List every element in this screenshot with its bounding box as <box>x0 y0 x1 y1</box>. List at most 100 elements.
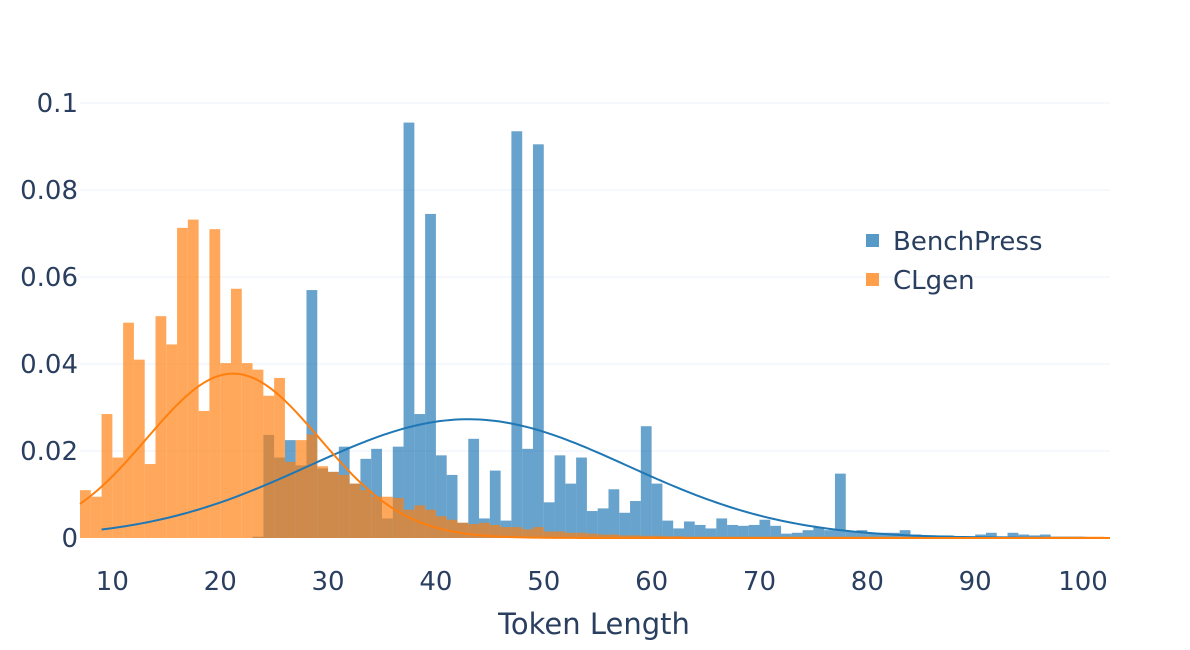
histogram-bar[interactable] <box>414 414 426 538</box>
histogram-bar[interactable] <box>543 502 555 538</box>
histogram-bar[interactable] <box>468 524 480 538</box>
histogram-bar[interactable] <box>392 446 404 538</box>
histogram-bar[interactable] <box>230 288 242 538</box>
histogram-bar[interactable] <box>522 448 533 538</box>
histogram-bar[interactable] <box>381 496 393 538</box>
histogram-bar[interactable] <box>619 512 631 538</box>
histogram-bar[interactable] <box>1007 532 1019 538</box>
histogram-bar[interactable] <box>781 533 792 538</box>
histogram-bar[interactable] <box>392 497 404 538</box>
histogram-bar[interactable] <box>133 359 145 538</box>
histogram-bar[interactable] <box>673 528 684 538</box>
histogram-bar[interactable] <box>662 520 674 538</box>
histogram-bar[interactable] <box>511 131 523 538</box>
histogram-bar[interactable] <box>123 322 134 538</box>
histogram-bar[interactable] <box>90 496 102 538</box>
histogram-bar[interactable] <box>630 501 641 538</box>
histogram-bar[interactable] <box>683 521 695 538</box>
histogram-bar[interactable] <box>705 528 717 538</box>
histogram-bar[interactable] <box>198 410 210 538</box>
histogram-bar[interactable] <box>651 535 663 538</box>
histogram-bar[interactable] <box>425 509 436 538</box>
histogram-bar[interactable] <box>586 533 598 538</box>
histogram-bar[interactable] <box>349 483 361 538</box>
histogram-bar[interactable] <box>597 508 609 538</box>
histogram-bar[interactable] <box>306 290 318 538</box>
histogram-bar[interactable] <box>328 471 339 538</box>
histogram-bar[interactable] <box>306 434 318 538</box>
histogram-bar[interactable] <box>1018 534 1030 538</box>
histogram-bar[interactable] <box>435 455 447 538</box>
histogram-bar[interactable] <box>532 144 544 538</box>
histogram-bar[interactable] <box>371 448 382 538</box>
histogram-bar[interactable] <box>274 377 285 538</box>
histogram-bar[interactable] <box>500 527 512 538</box>
histogram-bar[interactable] <box>737 525 749 538</box>
histogram-bar[interactable] <box>187 219 199 538</box>
histogram-bar[interactable] <box>209 229 221 538</box>
histogram-bar[interactable] <box>80 490 91 538</box>
histogram-bar[interactable] <box>824 530 835 538</box>
histogram-bar[interactable] <box>565 532 577 538</box>
histogram-bar[interactable] <box>220 363 231 538</box>
histogram-bar[interactable] <box>425 213 436 539</box>
histogram-bar[interactable] <box>155 316 167 538</box>
histogram-bar[interactable] <box>284 461 296 538</box>
histogram-bar[interactable] <box>856 530 868 538</box>
histogram-bar[interactable] <box>522 529 533 538</box>
histogram-bar[interactable] <box>791 532 803 538</box>
legend-item-clgen[interactable]: CLgen <box>866 266 975 296</box>
histogram-bar[interactable] <box>263 395 275 538</box>
histogram-bar[interactable] <box>554 455 566 538</box>
histogram-bar[interactable] <box>576 457 587 538</box>
legend[interactable]: BenchPress CLgen <box>866 227 1043 296</box>
histogram-bar[interactable] <box>640 426 652 538</box>
histogram-bar[interactable] <box>457 522 469 538</box>
histogram-bar[interactable] <box>899 530 911 538</box>
histogram-bar[interactable] <box>543 531 555 538</box>
histogram-bar[interactable] <box>403 122 415 538</box>
histogram-bar[interactable] <box>403 509 415 538</box>
histogram-bar[interactable] <box>845 531 857 538</box>
histogram-bar[interactable] <box>295 440 307 538</box>
histogram-bar[interactable] <box>651 483 663 538</box>
histogram-bar[interactable] <box>597 534 609 538</box>
histogram-bar[interactable] <box>802 530 814 538</box>
histogram-bar[interactable] <box>867 532 879 538</box>
histogram-bar[interactable] <box>241 363 253 538</box>
histogram-bar[interactable] <box>640 535 652 538</box>
histogram-bar[interactable] <box>619 535 631 538</box>
histogram-bar[interactable] <box>1039 534 1051 538</box>
histogram-bar[interactable] <box>813 527 825 538</box>
histogram-bar[interactable] <box>608 489 620 538</box>
legend-item-benchpress[interactable]: BenchPress <box>866 227 1043 257</box>
histogram-bar[interactable] <box>975 534 986 538</box>
histogram-bar[interactable] <box>532 527 544 538</box>
histogram-bar[interactable] <box>511 527 523 538</box>
histogram-bar[interactable] <box>586 511 598 538</box>
histogram-bar[interactable] <box>770 525 782 538</box>
histogram-bar[interactable] <box>748 524 760 538</box>
histogram-bar[interactable] <box>144 464 156 538</box>
histogram-bar[interactable] <box>608 534 620 538</box>
histogram-bar[interactable] <box>694 524 706 538</box>
histogram-bar[interactable] <box>435 516 447 538</box>
histogram-bar[interactable] <box>479 522 490 538</box>
histogram-bar[interactable] <box>834 473 846 538</box>
histogram-bar[interactable] <box>489 524 501 538</box>
histogram-bar[interactable] <box>338 474 350 538</box>
histogram-bar[interactable] <box>759 519 771 538</box>
histogram-bar[interactable] <box>360 490 372 538</box>
histogram-bar[interactable] <box>166 344 178 538</box>
histogram-bar[interactable] <box>446 519 458 538</box>
histogram-bar[interactable] <box>468 438 480 538</box>
histogram-bar[interactable] <box>630 535 641 538</box>
histogram-bar[interactable] <box>985 532 997 538</box>
histogram-bar[interactable] <box>878 532 889 538</box>
histogram-bar[interactable] <box>177 227 188 538</box>
histogram-bar[interactable] <box>489 470 501 538</box>
histogram-bar[interactable] <box>716 518 728 538</box>
histogram-bar[interactable] <box>112 457 124 538</box>
histogram-bar[interactable] <box>371 496 382 538</box>
histogram-bar[interactable] <box>317 466 329 538</box>
